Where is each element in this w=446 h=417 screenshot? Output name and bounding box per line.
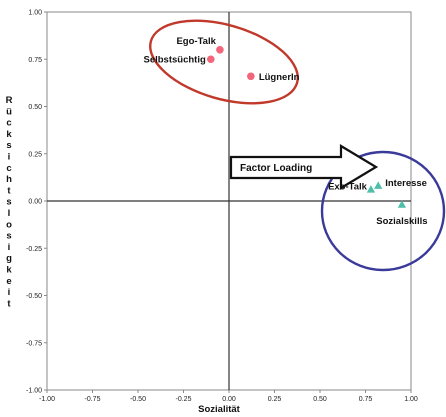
- data-point: [247, 72, 255, 81]
- data-point: [366, 185, 376, 193]
- data-label: Selbstsüchtig: [144, 54, 206, 65]
- y-tick-label: 0.75: [28, 57, 42, 64]
- y-axis-title-char: i: [8, 287, 11, 298]
- x-tick-label: 0.75: [359, 396, 373, 403]
- y-axis-title-char: e: [6, 276, 11, 287]
- x-tick-label: -0.50: [130, 396, 146, 403]
- y-axis-title-char: t: [7, 185, 11, 196]
- y-axis-title-char: t: [7, 298, 11, 309]
- y-tick-label: 1.00: [28, 10, 42, 17]
- x-tick-label: 0.00: [222, 396, 236, 403]
- factor-loading-arrow: Factor Loading: [229, 144, 379, 190]
- data-point: [216, 46, 224, 54]
- y-axis-title-char: i: [8, 152, 11, 163]
- top-cluster-ellipse: [149, 19, 299, 105]
- y-axis-title-char: s: [6, 231, 11, 242]
- y-axis-title-char: g: [6, 253, 12, 264]
- y-axis-title-char: R: [6, 95, 13, 106]
- y-tick-label: -0.75: [26, 340, 42, 347]
- y-axis-title-char: k: [6, 265, 12, 276]
- y-axis-title-char: c: [6, 163, 11, 174]
- data-points: Ego-Talk Selbstsüchtig LügnerIn Exo-Talk Int…: [144, 36, 428, 227]
- y-axis-title-char: o: [6, 219, 12, 230]
- right-cluster-ellipse: [320, 150, 446, 272]
- axes-layer: [47, 12, 411, 390]
- y-tick-label: 0.25: [28, 151, 42, 158]
- x-tick-label: -0.75: [85, 396, 101, 403]
- data-point: [397, 200, 407, 208]
- y-axis-title-char: s: [6, 197, 11, 208]
- y-axis-title-char: l: [8, 208, 11, 219]
- data-point: [207, 55, 215, 64]
- y-axis-title-char: k: [6, 129, 12, 140]
- data-label: Exo-Talk: [328, 182, 368, 193]
- x-tick-label: 0.25: [268, 396, 282, 403]
- arrow-shape: [229, 144, 379, 190]
- y-tick-label: 0.50: [28, 104, 42, 111]
- y-tick-label: -1.00: [26, 388, 42, 395]
- y-axis-title-char: ü: [6, 106, 12, 117]
- cluster-ellipses: [149, 19, 446, 272]
- x-tick-label: -1.00: [39, 396, 55, 403]
- y-axis-title-char: s: [6, 140, 11, 151]
- tick-labels: -1.00 -0.75 -0.50 -0.25 0.00 0.25 0.50 0.75 1.00…: [26, 10, 418, 404]
- arrow-label: Factor Loading: [240, 163, 312, 174]
- x-axis-title: Sozialität: [198, 404, 241, 415]
- data-label: Sozialskills: [376, 216, 427, 227]
- x-tick-label: 1.00: [404, 396, 418, 403]
- data-label: Interesse: [385, 178, 427, 189]
- data-label: Ego-Talk: [176, 36, 216, 47]
- y-axis-title-char: c: [6, 118, 11, 129]
- data-label: LügnerIn: [259, 72, 300, 83]
- y-axis-title-char: i: [8, 242, 11, 253]
- y-tick-label: 0.00: [28, 199, 42, 206]
- y-tick-label: -0.25: [26, 246, 42, 253]
- x-tick-label: -0.25: [176, 396, 192, 403]
- y-tick-label: -0.50: [26, 293, 42, 300]
- y-axis-title-char: h: [6, 174, 12, 185]
- x-tick-label: 0.50: [313, 396, 327, 403]
- data-point: [374, 181, 383, 189]
